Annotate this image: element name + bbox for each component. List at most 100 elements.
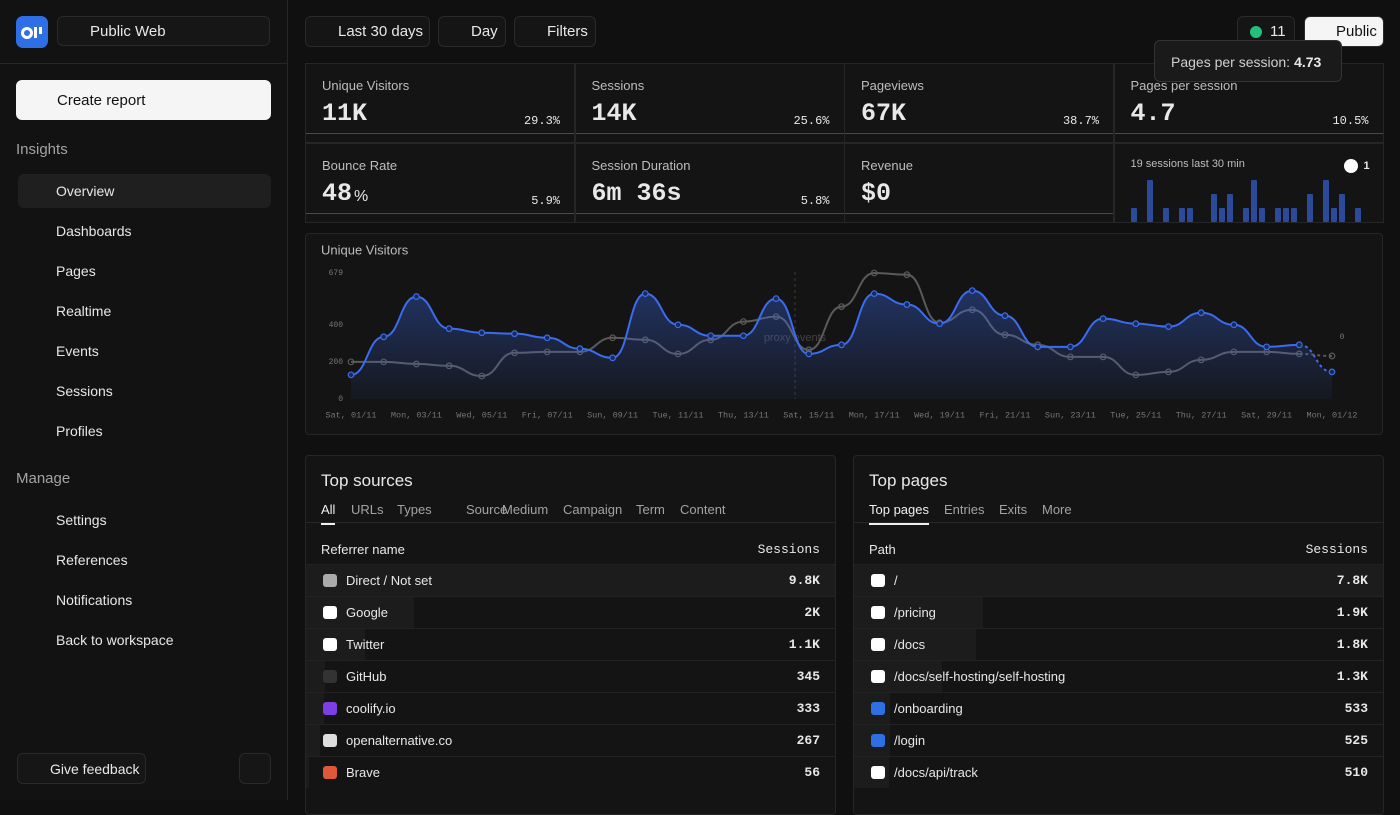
metric-card[interactable]: Unique Visitors11K29.3% [305, 63, 575, 143]
table-row[interactable]: /docs/self-hosting/self-hosting1.3K [854, 660, 1383, 692]
table-panel: Top sourcesAllURLsTypesSourceMediumCampa… [305, 455, 836, 815]
x-tick-label: Mon, 03/11 [391, 410, 442, 420]
nav-label: Realtime [56, 303, 111, 319]
toolbar-button[interactable]: Day [438, 16, 506, 47]
row-icon [871, 702, 885, 715]
nav-item[interactable]: Overview [18, 174, 271, 208]
x-tick-label: Wed, 05/11 [456, 410, 507, 420]
nav-item[interactable]: Dashboards [18, 214, 271, 248]
tab[interactable]: Medium [502, 502, 548, 523]
row-name: coolify.io [346, 701, 396, 716]
tab[interactable]: Content [680, 502, 726, 523]
nav-item[interactable]: Profiles [18, 414, 271, 448]
point [839, 342, 845, 348]
row-value: 345 [797, 669, 820, 684]
tab[interactable]: Term [636, 502, 665, 523]
nav-item[interactable]: Settings [18, 503, 271, 537]
realtime-bar [1275, 208, 1281, 222]
table-row[interactable]: /login525 [854, 724, 1383, 756]
metric-value: 14K [592, 99, 637, 128]
metric-label: Bounce Rate [322, 158, 397, 173]
point [675, 322, 681, 328]
live-dot [1250, 26, 1262, 38]
table-row[interactable]: coolify.io333 [306, 692, 835, 724]
row-name: /login [894, 733, 925, 748]
tab[interactable]: Entries [944, 502, 984, 523]
tab[interactable]: URLs [351, 502, 384, 523]
row-icon [871, 638, 885, 651]
row-icon [323, 606, 337, 619]
section-title: Manage [16, 470, 70, 487]
metric-card[interactable]: Sessions14K25.6% [575, 63, 845, 143]
realtime-card[interactable]: 19 sessions last 30 min1 [1114, 143, 1384, 223]
metric-label: Session Duration [592, 158, 691, 173]
chart-title: Unique Visitors [321, 242, 409, 257]
row-icon [323, 638, 337, 651]
table-row[interactable]: /7.8K [854, 564, 1383, 596]
row-name: /pricing [894, 605, 936, 620]
nav-item[interactable]: Sessions [18, 374, 271, 408]
x-tick-label: Fri, 07/11 [522, 410, 573, 420]
nav-item[interactable]: Realtime [18, 294, 271, 328]
logo[interactable] [16, 16, 48, 48]
x-tick-label: Mon, 01/12 [1306, 410, 1357, 420]
table-row[interactable]: GitHub345 [306, 660, 835, 692]
point [610, 355, 616, 361]
metric-baseline [306, 133, 574, 134]
row-value: 533 [1345, 701, 1368, 716]
metric-value: 6m 36s [592, 179, 682, 208]
metric-card[interactable]: Bounce Rate48%5.9% [305, 143, 575, 223]
project-selector[interactable]: Public Web [57, 16, 270, 46]
row-value: 9.8K [789, 573, 820, 588]
point [1329, 369, 1335, 375]
point [348, 372, 354, 378]
metric-card[interactable]: Pageviews67K38.7% [844, 63, 1114, 143]
column-header: Path [869, 542, 896, 557]
row-value: 1.1K [789, 637, 820, 652]
table-row[interactable]: Google2K [306, 596, 835, 628]
point [708, 333, 714, 339]
metric-card[interactable]: Revenue$0 [844, 143, 1114, 223]
tab[interactable]: Types [397, 502, 432, 523]
feedback-button[interactable]: Give feedback [17, 753, 146, 784]
row-icon [871, 766, 885, 779]
metric-card[interactable]: Session Duration6m 36s5.8% [575, 143, 845, 223]
tab-divider [854, 522, 1383, 523]
nav-item[interactable]: Events [18, 334, 271, 368]
y-tick-label: 0 [338, 395, 343, 404]
table-row[interactable]: /pricing1.9K [854, 596, 1383, 628]
nav-item[interactable]: References [18, 543, 271, 577]
table-row[interactable]: openalternative.co267 [306, 724, 835, 756]
tab[interactable]: More [1042, 502, 1072, 523]
table-row[interactable]: /docs1.8K [854, 628, 1383, 660]
nav-item[interactable]: Back to workspace [18, 623, 271, 657]
section-title: Insights [16, 141, 68, 158]
table-row[interactable]: Direct / Not set9.8K [306, 564, 835, 596]
nav-label: References [56, 552, 128, 568]
line-chart: Unique Visitors0200400679Sat, 01/11Mon, … [306, 234, 1382, 434]
create-report-button[interactable]: Create report [16, 80, 271, 120]
x-tick-label: Sun, 23/11 [1045, 410, 1096, 420]
table-row[interactable]: /docs/api/track510 [854, 756, 1383, 788]
toolbar-button[interactable]: Filters [514, 16, 596, 47]
toolbar-button[interactable]: Last 30 days [305, 16, 430, 47]
table-row[interactable]: Brave56 [306, 756, 835, 788]
metric-change: 25.6% [793, 114, 829, 128]
table-row[interactable]: /onboarding533 [854, 692, 1383, 724]
tab[interactable]: Campaign [563, 502, 622, 523]
nav-item[interactable]: Notifications [18, 583, 271, 617]
y-tick-label: 200 [329, 358, 344, 367]
nav-item[interactable]: Pages [18, 254, 271, 288]
live-count: 11 [1270, 23, 1286, 40]
point [937, 321, 943, 327]
point [871, 291, 877, 297]
user-button[interactable] [239, 753, 271, 784]
realtime-bar [1219, 208, 1225, 222]
tab[interactable]: Exits [999, 502, 1027, 523]
row-value: 267 [797, 733, 820, 748]
y-tick-label: 679 [329, 269, 344, 278]
metric-baseline [576, 133, 844, 134]
realtime-bar [1147, 180, 1153, 222]
nav-label: Back to workspace [56, 632, 174, 648]
table-row[interactable]: Twitter1.1K [306, 628, 835, 660]
